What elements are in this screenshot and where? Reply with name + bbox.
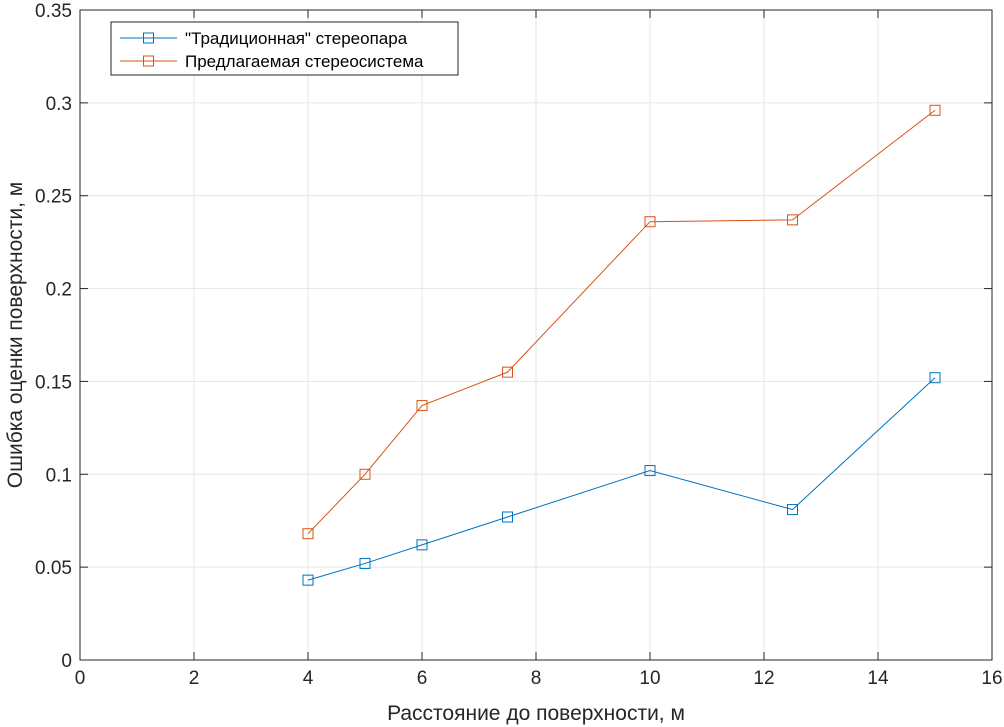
- x-tick-label: 6: [417, 668, 428, 689]
- x-tick-label: 12: [753, 668, 774, 689]
- series-1: [302, 372, 941, 586]
- series-1-point: [359, 557, 371, 569]
- x-tick-label: 10: [639, 668, 660, 689]
- x-tick-label: 16: [981, 668, 1002, 689]
- series-1-point: [929, 372, 941, 384]
- legend-marker-series-2: [143, 55, 154, 67]
- series-2-point: [502, 366, 513, 378]
- series-2-point: [644, 216, 656, 228]
- series-1-point: [416, 539, 428, 551]
- series-2: [302, 104, 941, 540]
- series-2-point: [416, 400, 428, 412]
- series-1-point: [302, 574, 314, 586]
- series-2-point: [929, 104, 941, 116]
- y-tick-label: 0: [61, 651, 72, 672]
- series-layer: [302, 104, 941, 586]
- series-1-point: [787, 504, 798, 516]
- legend: "Традиционная" стереопара Предлагаемая с…: [110, 21, 459, 76]
- series-2-point: [359, 468, 371, 480]
- legend-box: [110, 21, 459, 76]
- y-tick-label: 0.35: [35, 1, 72, 22]
- y-tick-label: 0.15: [35, 372, 72, 393]
- x-tick-label: 8: [531, 668, 542, 689]
- x-tick-label: 14: [867, 668, 889, 689]
- legend-label-series-2: Предлагаемая стереосистема: [185, 52, 424, 71]
- y-tick-label: 0.1: [46, 465, 72, 486]
- x-axis-label: Расстояние до поверхности, м: [387, 702, 685, 725]
- x-tick-label: 0: [75, 668, 86, 689]
- y-tick-label: 0.3: [46, 94, 72, 115]
- series-1-line: [307, 377, 936, 581]
- legend-label-series-1: "Традиционная" стереопара: [185, 29, 408, 48]
- y-tick-label: 0.05: [35, 558, 72, 579]
- tick-labels: 0 2 4 6 8 10 12 14 16 0 0.05 0.1 0.15 0.2 0.25 0.3 0.35: [35, 1, 1003, 689]
- series-2-point: [302, 528, 314, 540]
- series-2-line: [307, 109, 936, 535]
- series-1-point: [502, 511, 513, 523]
- legend-marker-series-1: [143, 32, 154, 44]
- y-axis-label: Ошибка оценки поверхности, м: [4, 182, 27, 488]
- x-tick-label: 4: [303, 668, 314, 689]
- axis-ticks: [79, 9, 993, 661]
- x-tick-label: 2: [189, 668, 200, 689]
- y-tick-label: 0.25: [35, 187, 72, 208]
- series-1-point: [644, 465, 656, 477]
- y-tick-label: 0.2: [46, 280, 72, 301]
- series-2-point: [787, 214, 798, 226]
